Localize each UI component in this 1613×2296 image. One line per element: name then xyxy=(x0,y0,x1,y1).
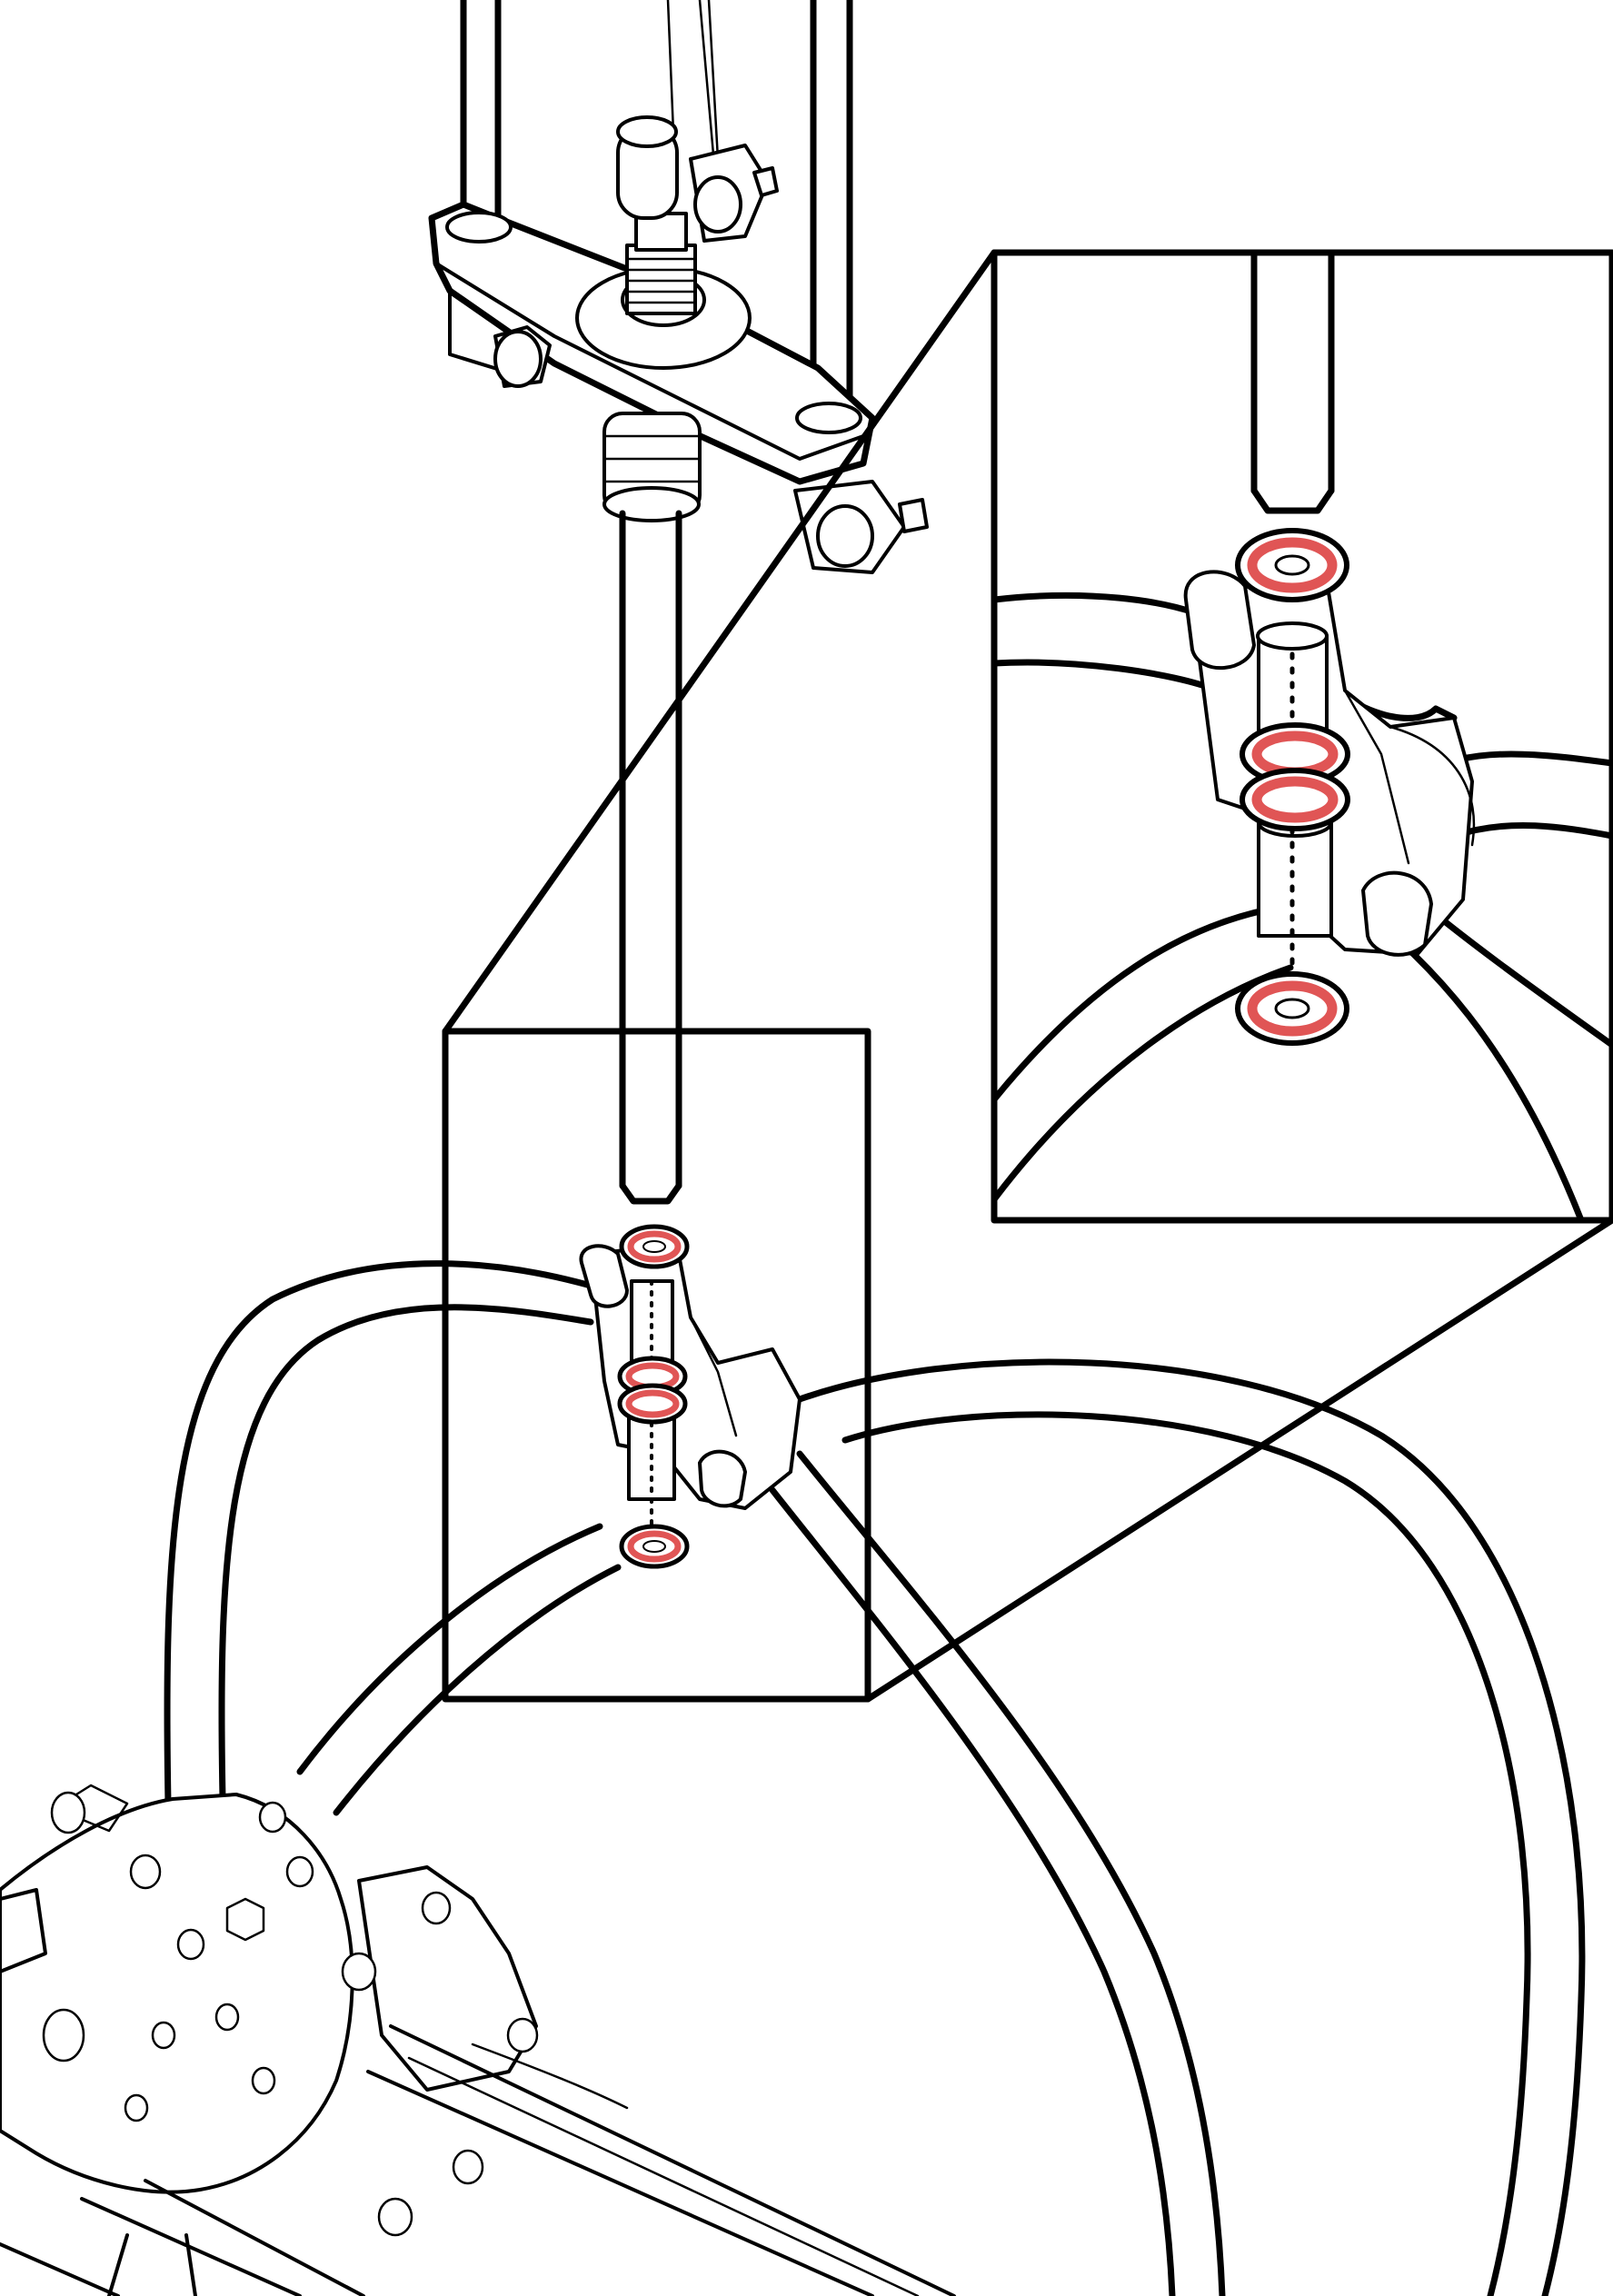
inset-frame xyxy=(991,249,1613,1224)
drain-hose xyxy=(164,1260,1586,2296)
pump-housing xyxy=(428,0,929,574)
screw-head xyxy=(493,325,552,388)
callout-lines xyxy=(442,249,1613,1703)
sealing-washer xyxy=(619,1524,690,1569)
sealing-washer xyxy=(1235,971,1349,1046)
screw-head xyxy=(689,144,779,243)
magnified-inset xyxy=(991,249,1613,1224)
sealing-washer xyxy=(1240,768,1350,831)
screw-head xyxy=(793,480,929,574)
float-rod xyxy=(0,2024,956,2296)
push-rod xyxy=(619,510,682,1205)
sealing-washer xyxy=(619,1224,690,1269)
adjuster-screw xyxy=(616,115,697,304)
sealing-washer xyxy=(1240,722,1350,786)
float-assembly xyxy=(0,1784,539,2237)
sealing-washer xyxy=(1235,528,1349,602)
sealing-washer xyxy=(617,1383,688,1425)
hose-clamp-bracket xyxy=(579,1243,802,1546)
detail-frame xyxy=(442,1028,871,1703)
